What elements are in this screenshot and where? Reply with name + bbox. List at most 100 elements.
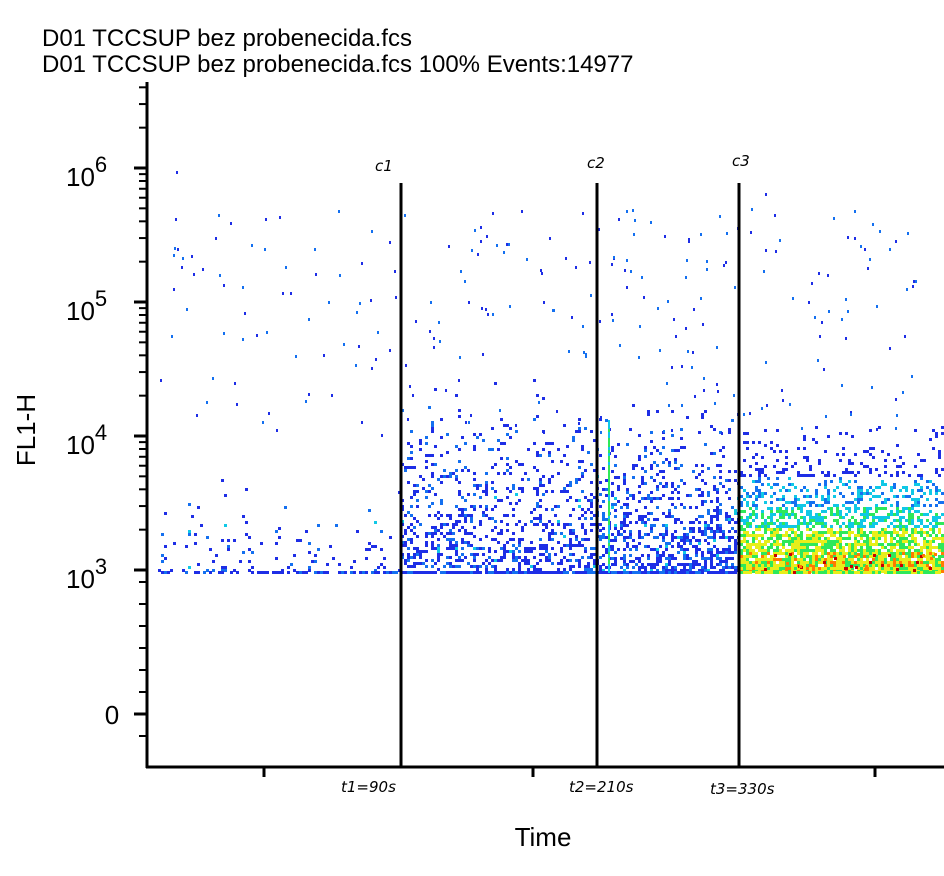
event-point xyxy=(755,534,758,537)
event-point xyxy=(416,562,419,565)
event-point xyxy=(935,558,938,561)
event-point xyxy=(932,525,935,528)
event-point xyxy=(887,549,890,552)
event-point xyxy=(431,421,434,424)
event-point xyxy=(890,546,893,549)
event-point xyxy=(686,259,688,262)
event-point xyxy=(632,571,635,574)
event-point xyxy=(578,460,581,463)
event-point xyxy=(599,571,602,574)
event-point xyxy=(359,571,362,574)
event-point xyxy=(827,492,830,495)
event-point xyxy=(230,571,233,574)
event-point xyxy=(755,516,758,519)
event-point xyxy=(638,455,641,458)
event-point xyxy=(800,507,803,510)
event-point xyxy=(893,495,896,498)
event-point xyxy=(875,555,878,558)
event-point xyxy=(746,540,749,543)
event-point xyxy=(437,517,440,520)
event-point xyxy=(866,552,869,555)
event-point xyxy=(689,542,692,545)
event-point xyxy=(476,547,479,550)
event-point xyxy=(923,567,926,570)
event-point xyxy=(887,552,890,555)
event-point xyxy=(827,507,830,510)
event-point xyxy=(620,566,623,569)
event-point xyxy=(938,564,941,567)
event-point xyxy=(848,564,851,567)
event-point xyxy=(425,436,428,439)
event-point xyxy=(581,526,584,529)
event-point xyxy=(788,558,791,561)
event-point xyxy=(206,401,208,404)
event-point xyxy=(857,501,860,504)
event-point xyxy=(419,562,422,565)
event-point xyxy=(791,465,794,468)
event-point xyxy=(806,510,809,513)
event-point xyxy=(650,497,653,500)
event-point xyxy=(815,531,818,534)
event-point xyxy=(875,564,878,567)
event-point xyxy=(434,547,437,550)
event-point xyxy=(671,515,674,518)
event-point xyxy=(593,523,596,526)
event-point xyxy=(797,522,800,525)
event-point xyxy=(926,498,929,501)
event-point xyxy=(557,523,560,526)
event-point xyxy=(932,447,935,450)
event-point xyxy=(827,495,830,498)
event-point xyxy=(683,571,686,574)
event-point xyxy=(644,506,647,509)
event-point xyxy=(775,250,777,253)
event-point xyxy=(704,521,707,524)
event-point xyxy=(869,531,872,534)
event-point xyxy=(608,540,610,543)
event-point xyxy=(575,478,578,481)
event-point xyxy=(440,475,443,478)
event-point xyxy=(671,536,674,539)
event-point xyxy=(599,535,602,538)
event-point xyxy=(935,546,938,549)
event-point xyxy=(941,537,944,540)
event-point xyxy=(719,482,722,485)
event-point xyxy=(548,481,551,484)
event-point xyxy=(854,555,857,558)
event-point xyxy=(503,424,506,427)
event-point xyxy=(287,566,290,569)
event-point xyxy=(407,457,410,460)
event-point xyxy=(473,445,476,448)
event-point xyxy=(518,541,521,544)
event-point xyxy=(740,528,743,531)
event-point xyxy=(914,498,917,501)
event-point xyxy=(932,519,935,522)
event-point xyxy=(624,269,626,272)
event-point xyxy=(845,468,848,471)
event-point xyxy=(896,465,899,468)
event-point xyxy=(611,491,614,494)
event-point xyxy=(474,229,476,232)
event-point xyxy=(779,534,782,537)
event-point xyxy=(857,471,860,474)
event-point xyxy=(407,547,410,550)
event-point xyxy=(578,562,581,565)
event-point xyxy=(825,415,827,418)
event-point xyxy=(650,571,653,574)
event-point xyxy=(746,432,749,435)
event-point xyxy=(638,571,641,574)
event-point xyxy=(740,486,743,489)
event-point xyxy=(608,555,610,558)
event-point xyxy=(407,466,410,469)
event-point xyxy=(689,569,692,572)
event-point xyxy=(410,538,413,541)
event-point xyxy=(935,534,938,537)
event-point xyxy=(197,563,200,566)
event-point xyxy=(554,505,557,508)
event-point xyxy=(785,501,788,504)
event-point xyxy=(797,504,800,507)
event-point xyxy=(873,554,876,557)
event-point xyxy=(850,411,852,414)
event-point xyxy=(755,525,758,528)
event-point xyxy=(560,490,563,493)
event-point xyxy=(665,545,668,548)
